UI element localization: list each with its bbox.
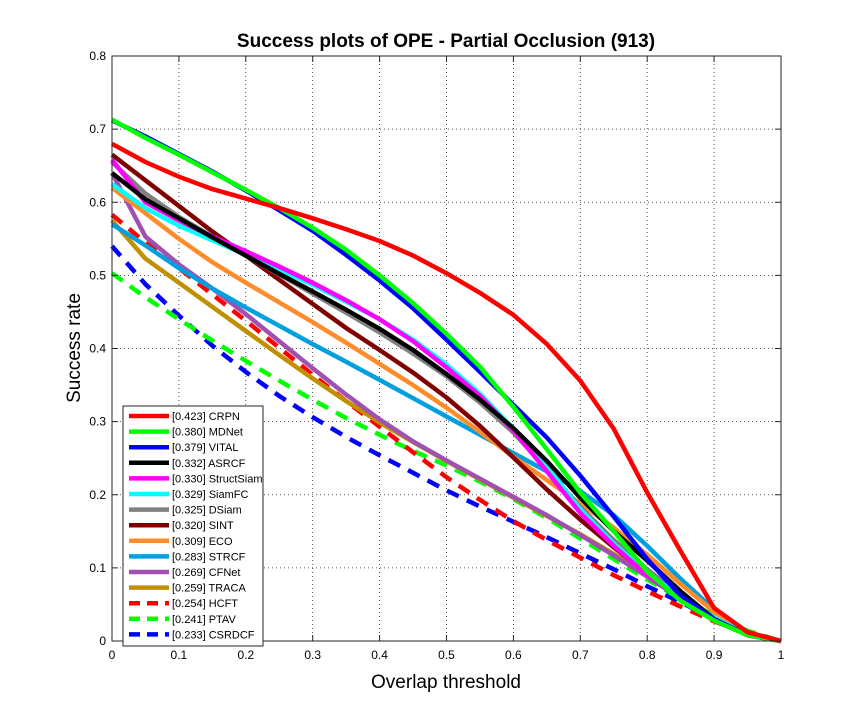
y-tick-label: 0.1 (89, 561, 106, 575)
legend-label-traca: [0.259] TRACA (172, 583, 246, 595)
legend-label-crpn: [0.423] CRPN (172, 411, 240, 423)
legend-label-csrdcf: [0.233] CSRDCF (172, 629, 255, 641)
series-line-csrdcf (110, 244, 782, 644)
x-axis-label: Overlap threshold (371, 672, 521, 693)
chart-title: Success plots of OPE - Partial Occlusion… (237, 31, 655, 52)
y-tick-label: 0.8 (89, 49, 106, 63)
series-lines (110, 117, 782, 644)
legend-label-vital: [0.379] VITAL (172, 442, 238, 454)
x-tick-label: 0.1 (171, 648, 188, 662)
series-line-strcf (110, 222, 782, 644)
series-line-crpn (110, 141, 782, 644)
series-line-eco (110, 185, 782, 644)
legend-label-siamfc: [0.329] SiamFC (172, 489, 248, 501)
legend-label-structsiam: [0.330] StructSiam (172, 473, 263, 485)
legend-label-asrcf: [0.332] ASRCF (172, 458, 246, 470)
x-tick-label: 0.4 (371, 648, 388, 662)
x-tick-label: 0.3 (304, 648, 321, 662)
axis-ticks: 0 0.1 0.2 0.3 0.4 0.5 0.6 0.7 0.8 0.9 1 0 0.1 0.2 0.3 0… (89, 49, 784, 662)
x-tick-label: 0.8 (639, 648, 656, 662)
x-tick-label: 1 (778, 648, 785, 662)
x-tick-label: 0.9 (706, 648, 723, 662)
y-tick-label: 0.2 (89, 488, 106, 502)
legend-label-eco: [0.309] ECO (172, 536, 233, 548)
y-tick-label: 0.6 (89, 195, 106, 209)
x-tick-label: 0 (109, 648, 116, 662)
x-tick-label: 0.5 (438, 648, 455, 662)
y-axis-label: Success rate (64, 293, 85, 403)
legend-label-mdnet: [0.380] MDNet (172, 427, 243, 439)
x-tick-label: 0.2 (237, 648, 254, 662)
y-tick-label: 0.5 (89, 268, 106, 282)
legend-label-cfnet: [0.269] CFNet (172, 567, 240, 579)
legend-label-hcft: [0.254] HCFT (172, 598, 238, 610)
x-tick-label: 0.7 (572, 648, 589, 662)
y-tick-label: 0 (99, 634, 106, 648)
series-line-hcft (110, 212, 782, 644)
legend-label-sint: [0.320] SINT (172, 520, 234, 532)
y-tick-label: 0.4 (89, 342, 106, 356)
series-line-mdnet (110, 117, 782, 644)
legend-label-strcf: [0.283] STRCF (172, 551, 246, 563)
y-tick-label: 0.3 (89, 415, 106, 429)
x-tick-label: 0.6 (505, 648, 522, 662)
legend-label-ptav: [0.241] PTAV (172, 614, 236, 626)
legend-label-dsiam: [0.325] DSiam (172, 505, 242, 517)
legend: [0.423] CRPN [0.380] MDNet [0.379] VITAL [0… (122, 405, 264, 647)
y-tick-label: 0.7 (89, 122, 106, 136)
